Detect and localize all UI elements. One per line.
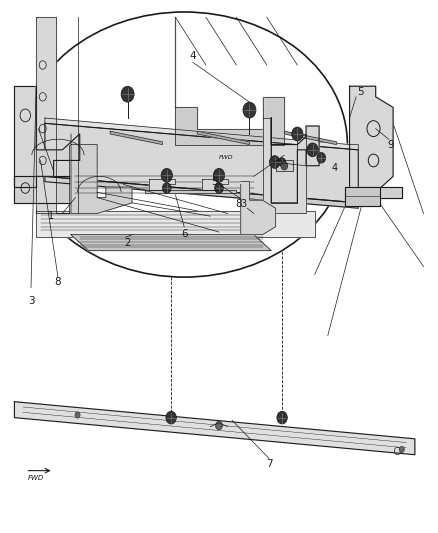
Polygon shape — [14, 402, 415, 455]
Polygon shape — [36, 211, 315, 237]
Circle shape — [277, 411, 287, 424]
Circle shape — [269, 156, 280, 168]
Polygon shape — [14, 176, 80, 203]
Text: 9: 9 — [388, 140, 394, 150]
Text: 8: 8 — [55, 277, 61, 287]
Circle shape — [75, 412, 80, 418]
Polygon shape — [71, 235, 271, 251]
Polygon shape — [197, 131, 250, 144]
Circle shape — [307, 143, 318, 157]
Polygon shape — [271, 118, 319, 203]
Circle shape — [281, 161, 288, 170]
Text: 3: 3 — [28, 296, 34, 306]
Polygon shape — [36, 86, 80, 176]
Polygon shape — [350, 86, 393, 192]
Text: 4: 4 — [190, 51, 196, 61]
Text: FWD: FWD — [219, 156, 233, 160]
Text: 4: 4 — [331, 164, 337, 173]
Circle shape — [279, 158, 286, 166]
Circle shape — [292, 127, 303, 141]
Text: 6: 6 — [181, 229, 187, 239]
Circle shape — [162, 183, 171, 193]
Text: 5: 5 — [212, 176, 218, 187]
Polygon shape — [14, 86, 36, 187]
Polygon shape — [45, 176, 358, 208]
Circle shape — [161, 168, 173, 182]
Polygon shape — [149, 179, 176, 190]
Polygon shape — [176, 17, 284, 144]
Polygon shape — [36, 17, 78, 214]
Polygon shape — [145, 190, 237, 193]
Text: 3: 3 — [240, 199, 246, 209]
Polygon shape — [110, 131, 162, 144]
Circle shape — [215, 421, 223, 430]
Text: FWD: FWD — [28, 475, 44, 481]
Polygon shape — [241, 182, 276, 235]
Polygon shape — [71, 134, 132, 214]
Polygon shape — [45, 123, 358, 203]
Polygon shape — [358, 187, 402, 198]
Text: 2: 2 — [124, 238, 131, 248]
Text: 1: 1 — [48, 211, 54, 221]
Circle shape — [317, 152, 325, 163]
Polygon shape — [45, 118, 358, 150]
Polygon shape — [262, 97, 306, 214]
Circle shape — [399, 446, 404, 453]
Circle shape — [215, 183, 223, 193]
Polygon shape — [276, 160, 293, 171]
Ellipse shape — [21, 12, 347, 277]
Circle shape — [166, 411, 177, 424]
Text: 5: 5 — [357, 86, 364, 96]
Polygon shape — [201, 179, 228, 190]
Circle shape — [243, 102, 256, 118]
Polygon shape — [345, 187, 380, 206]
Text: 7: 7 — [266, 459, 272, 469]
Circle shape — [213, 168, 225, 182]
Polygon shape — [284, 131, 336, 144]
Text: 8: 8 — [235, 199, 242, 209]
Circle shape — [121, 86, 134, 102]
